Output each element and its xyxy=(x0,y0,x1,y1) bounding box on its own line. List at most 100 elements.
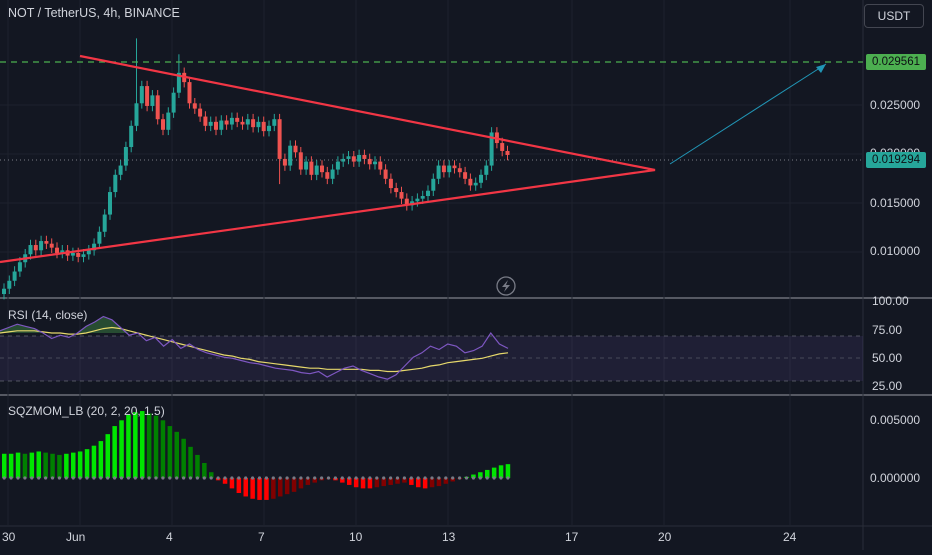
candle-body xyxy=(28,245,33,255)
candle-body xyxy=(161,119,165,130)
momentum-bar xyxy=(174,431,179,478)
candle-body xyxy=(134,103,139,126)
squeeze-dot xyxy=(175,476,179,480)
current-price-tag[interactable]: 0.019294 xyxy=(866,152,926,168)
squeeze-dot xyxy=(85,476,89,480)
candle-body xyxy=(383,169,388,179)
momentum-bar xyxy=(471,474,476,478)
candle-body xyxy=(415,198,420,202)
squeeze-dot xyxy=(147,476,151,480)
candle-body xyxy=(447,165,452,173)
sqzmom-label[interactable]: SQZMOM_LB (20, 2, 20, 1.5) xyxy=(8,404,165,418)
squeeze-dot xyxy=(154,476,158,480)
squeeze-dot xyxy=(57,476,62,480)
target-price-tag[interactable]: 0.029561 xyxy=(866,54,926,70)
squeeze-dot xyxy=(30,476,34,480)
momentum-bar xyxy=(353,478,359,488)
squeeze-dot xyxy=(375,476,379,480)
squeeze-dot xyxy=(320,476,324,480)
squeeze-dot xyxy=(230,476,234,480)
candle-body xyxy=(251,119,256,128)
candle-body xyxy=(86,250,91,255)
momentum-bar xyxy=(278,478,283,497)
momentum-bar xyxy=(236,478,242,493)
momentum-bar xyxy=(126,414,131,478)
candle-body xyxy=(92,243,97,251)
rsi-tick: 50.00 xyxy=(872,351,903,365)
momentum-bar xyxy=(146,413,152,478)
candle-body xyxy=(309,161,314,175)
candlestick-series[interactable] xyxy=(2,38,510,300)
candle-body xyxy=(2,288,6,295)
candle-body xyxy=(208,121,213,126)
candle-body xyxy=(176,72,181,93)
squeeze-dot xyxy=(99,476,103,480)
candle-body xyxy=(17,262,22,272)
squeeze-dot xyxy=(451,476,455,480)
currency-button[interactable]: USDT xyxy=(864,4,924,28)
projection-arrow[interactable] xyxy=(669,63,827,165)
squeeze-dot xyxy=(430,476,434,480)
candle-body xyxy=(55,247,59,253)
symbol-title[interactable]: NOT / TetherUS, 4h, BINANCE xyxy=(8,6,180,20)
sqz-tick: 0.005000 xyxy=(870,413,921,427)
rsi-band xyxy=(0,336,863,381)
squeeze-dot xyxy=(347,476,351,480)
momentum-bar xyxy=(505,464,511,478)
momentum-bar xyxy=(429,478,435,488)
squeeze-dot xyxy=(389,476,393,480)
squeeze-dot xyxy=(492,476,496,480)
squeeze-dot xyxy=(168,476,172,480)
rsi-line xyxy=(0,315,509,380)
rsi-series[interactable] xyxy=(0,315,509,380)
squeeze-dot xyxy=(354,476,358,480)
squeeze-momentum-series[interactable] xyxy=(2,411,511,500)
rsi-label[interactable]: RSI (14, close) xyxy=(8,308,88,322)
candle-body xyxy=(150,95,155,106)
candle-body xyxy=(304,161,309,170)
symmetrical-triangle[interactable] xyxy=(0,54,656,264)
price-tick: 0.010000 xyxy=(870,244,921,258)
squeeze-dot xyxy=(161,476,165,480)
candle-body xyxy=(351,156,356,162)
candle-body xyxy=(198,108,203,117)
squeeze-dot xyxy=(209,476,213,480)
squeeze-dot xyxy=(313,476,317,480)
momentum-bar xyxy=(305,478,311,485)
squeeze-dot xyxy=(202,476,206,480)
candle-body xyxy=(97,231,102,244)
candle-body xyxy=(240,121,245,125)
candle-body xyxy=(378,161,383,170)
candle-body xyxy=(388,178,393,189)
squeeze-dot xyxy=(188,476,193,480)
rsi-overbought-fill xyxy=(0,316,147,333)
rsi-tick: 100.00 xyxy=(872,294,909,308)
squeeze-dot xyxy=(71,476,75,480)
squeeze-dot xyxy=(133,476,137,480)
momentum-bar xyxy=(395,478,400,484)
momentum-bar xyxy=(43,452,48,478)
momentum-bar xyxy=(416,478,421,488)
squeeze-dot xyxy=(402,476,406,480)
candle-body xyxy=(282,158,287,166)
candle-body xyxy=(60,250,65,253)
candle-body xyxy=(277,119,282,159)
squeeze-dot xyxy=(485,476,489,480)
momentum-bar xyxy=(243,478,248,497)
lightning-icon[interactable] xyxy=(496,276,516,296)
momentum-bar xyxy=(64,453,69,478)
squeeze-dot xyxy=(195,476,199,480)
momentum-bar xyxy=(91,445,97,478)
candle-body xyxy=(261,121,266,132)
candle-body xyxy=(214,121,218,130)
candle-body xyxy=(489,132,494,166)
squeeze-dot xyxy=(285,476,289,480)
squeeze-dot xyxy=(9,476,13,480)
projection-arrow-head xyxy=(816,64,826,73)
candle-body xyxy=(473,182,478,186)
squeeze-dot xyxy=(416,476,420,480)
candle-body xyxy=(463,172,468,179)
momentum-bar xyxy=(347,478,352,485)
